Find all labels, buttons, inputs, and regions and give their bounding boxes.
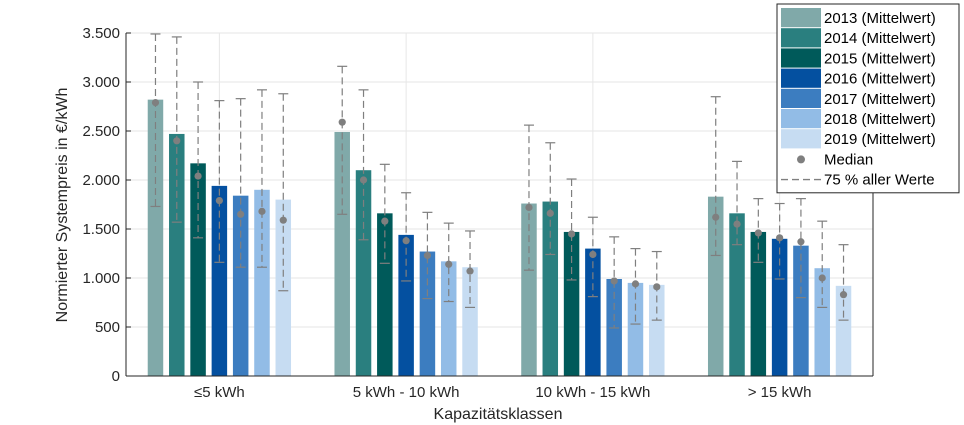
y-axis-label: Normierter Systempreis in €/kWh — [54, 88, 71, 323]
bar — [563, 231, 580, 376]
median-dot — [338, 118, 346, 126]
median-dot — [712, 213, 720, 221]
y-tick-label: 500 — [95, 319, 120, 336]
median-dot — [610, 277, 618, 285]
legend-label: Median — [824, 151, 873, 168]
bar — [793, 245, 809, 376]
median-dot — [402, 237, 410, 245]
bar — [729, 213, 745, 376]
bar — [649, 284, 665, 376]
median-dot — [194, 172, 202, 180]
bar — [377, 213, 393, 376]
bar — [521, 203, 537, 376]
bar — [190, 163, 206, 376]
legend-label: 2013 (Mittelwert) — [824, 10, 936, 27]
median-dot — [546, 209, 554, 217]
median-dot — [797, 238, 805, 246]
legend-label: 2018 (Mittelwert) — [824, 111, 936, 128]
bar — [398, 234, 414, 376]
median-dot — [423, 251, 432, 260]
legend-label: 2015 (Mittelwert) — [824, 50, 936, 67]
median-dot — [776, 234, 784, 242]
bar — [835, 285, 852, 376]
x-tick-label: 5 kWh - 10 kWh — [353, 384, 460, 401]
y-tick-label: 3.500 — [82, 25, 120, 42]
median-dot — [653, 283, 661, 291]
legend-swatch — [781, 109, 821, 129]
x-tick-label: ≤5 kWh — [194, 384, 245, 401]
bars — [147, 99, 852, 376]
median-dot — [445, 260, 453, 268]
median-dot — [279, 216, 287, 224]
bar — [462, 267, 478, 376]
legend-swatch — [781, 129, 821, 149]
legend-swatch — [781, 28, 821, 48]
y-tick-label: 0 — [112, 368, 120, 385]
bar — [707, 196, 724, 376]
median-dot — [215, 196, 223, 205]
bar — [771, 238, 788, 376]
bar — [232, 195, 249, 376]
legend-swatch — [781, 68, 821, 88]
y-tick-label: 2.500 — [82, 123, 120, 140]
median-dot — [359, 176, 368, 184]
bar — [542, 201, 559, 376]
median-dot — [839, 291, 848, 299]
bar — [355, 170, 372, 376]
median-dot — [567, 230, 576, 238]
y-tick-label: 3.000 — [82, 74, 120, 91]
median-dot — [466, 267, 474, 275]
x-tick-label: > 15 kWh — [748, 384, 812, 401]
legend-label: 2019 (Mittelwert) — [824, 131, 936, 148]
legend-median-marker — [797, 155, 805, 164]
legend-label: 2014 (Mittelwert) — [824, 30, 936, 47]
median-dot — [818, 274, 826, 282]
legend: 2013 (Mittelwert) 2014 (Mittelwert) 2015 (… — [776, 3, 960, 194]
bar — [627, 282, 644, 376]
legend-label: 2017 (Mittelwert) — [824, 91, 936, 108]
legend-swatch — [781, 8, 821, 28]
median-dot — [631, 280, 640, 288]
median-dot — [258, 207, 266, 215]
median-dot — [525, 203, 533, 212]
median-dot — [381, 217, 389, 225]
median-dot — [173, 137, 181, 145]
x-tick-labels: ≤5 kWh 5 kWh - 10 kWh 10 kWh - 15 kWh > 15 … — [194, 384, 812, 401]
bar — [275, 199, 292, 376]
bar — [211, 185, 228, 376]
legend-swatch — [781, 48, 821, 68]
y-tick-labels: 0 500 1.000 1.500 2.000 2.500 3.000 3.500 — [82, 25, 120, 385]
bar — [169, 133, 185, 376]
x-axis-label: Kapazitätsklassen — [434, 406, 563, 423]
legend-swatch — [781, 88, 821, 108]
bar — [147, 99, 164, 376]
y-tick-label: 1.500 — [82, 221, 120, 238]
bar — [750, 231, 767, 376]
bar — [585, 248, 601, 376]
legend-label: 75 % aller Werte — [824, 172, 935, 189]
median-dot — [237, 210, 245, 218]
median-dot — [589, 250, 597, 259]
median-dot — [151, 98, 160, 107]
y-tick-label: 2.000 — [82, 172, 120, 189]
median-dot — [733, 220, 741, 228]
x-tick-label: 10 kWh - 15 kWh — [535, 384, 650, 401]
bar — [254, 189, 270, 376]
bar — [440, 261, 457, 376]
median-dot — [754, 229, 762, 237]
bar — [814, 268, 830, 376]
legend-label: 2016 (Mittelwert) — [824, 71, 936, 88]
median-markers — [151, 98, 848, 299]
bar — [334, 131, 350, 376]
y-tick-label: 1.000 — [82, 270, 120, 287]
whisker-lines — [150, 33, 849, 329]
bar — [419, 251, 436, 376]
